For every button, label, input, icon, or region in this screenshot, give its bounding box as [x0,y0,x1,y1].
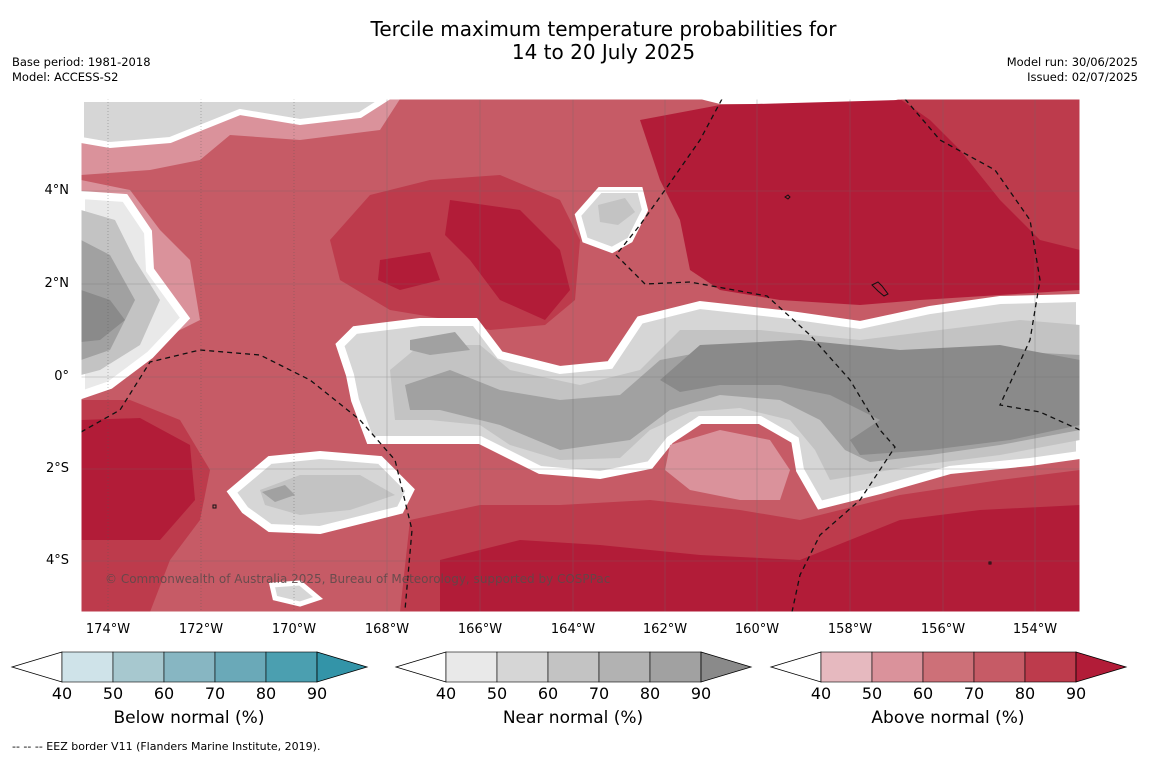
colorbar-segment [445,651,498,683]
colorbar-overflow [700,651,753,683]
lon-label: 158°W [827,622,873,637]
lon-label: 156°W [920,622,966,637]
colorbar-segment [163,651,216,683]
colorbar-tick-label: 50 [486,684,508,703]
colorbar-tick-label: 40 [51,684,73,703]
colorbar-segment [112,651,165,683]
lon-label: 174°W [85,622,131,637]
issued-date: Issued: 02/07/2025 [1027,70,1138,84]
colorbar-segment [61,651,114,683]
colorbar-below-normal [10,651,369,683]
colorbar-segment [265,651,318,683]
meta-left: Base period: 1981-2018 Model: ACCESS-S2 [12,55,151,85]
graticule-solid [81,99,1080,612]
colorbar-segment [871,651,924,683]
lon-label: 160°W [734,622,780,637]
colorbar-segment [922,651,975,683]
colorbar-tick-label: 80 [1014,684,1036,703]
colorbar-tick-label: 80 [255,684,277,703]
lat-label: 2°N [44,276,70,291]
colorbar-near-normal [394,651,753,683]
colorbar-underflow [394,651,447,683]
model-name: Model: ACCESS-S2 [12,70,119,84]
eez-footnote: -- -- -- EEZ border V11 (Flanders Marine… [12,740,321,753]
colorbar-tick-label: 70 [204,684,226,703]
base-period: Base period: 1981-2018 [12,55,151,69]
colorbar-title-near: Near normal (%) [502,708,644,728]
colorbar-above-normal [769,651,1128,683]
lon-label: 168°W [364,622,410,637]
colorbar-underflow [769,651,822,683]
lat-label: 4°N [44,183,70,198]
colorbar-underflow [10,651,63,683]
colorbar-tick-label: 80 [639,684,661,703]
colorbar-segment [496,651,549,683]
colorbar-tick-label: 90 [1065,684,1087,703]
title-line-1: Tercile maximum temperature probabilitie… [370,17,837,41]
colorbar-tick-label: 40 [810,684,832,703]
lon-label: 166°W [457,622,503,637]
colorbar-title-below: Below normal (%) [113,708,265,728]
colorbar-segment [820,651,873,683]
eez-borders [80,98,1081,613]
colorbar-tick-label: 50 [861,684,883,703]
colorbar-tick-label: 70 [963,684,985,703]
colorbar-tick-label: 60 [537,684,559,703]
lon-label: 154°W [1012,622,1058,637]
colorbar-overflow [1075,651,1128,683]
lon-label: 170°W [271,622,317,637]
colorbar-segment [649,651,702,683]
colorbar-tick-label: 60 [153,684,175,703]
colorbar-overflow [316,651,369,683]
colorbar-segment [547,651,600,683]
colorbar-tick-label: 40 [435,684,457,703]
colorbar-tick-label: 90 [690,684,712,703]
meta-right: Model run: 30/06/2025 Issued: 02/07/2025 [1007,55,1138,85]
colorbar-tick-label: 90 [306,684,328,703]
lat-label: 2°S [45,461,69,476]
colorbar-segment [973,651,1026,683]
colorbar-title-above: Above normal (%) [871,708,1025,728]
lon-label: 172°W [178,622,224,637]
colorbar-tick-label: 50 [102,684,124,703]
lat-label: 4°S [45,553,69,568]
map-title: Tercile maximum temperature probabilitie… [0,18,1150,64]
colorbar-segment [598,651,651,683]
plot-frame [80,98,1081,613]
lon-label: 162°W [642,622,688,637]
model-run: Model run: 30/06/2025 [1006,55,1138,69]
colorbar-segment [1024,651,1077,683]
colorbar-tick-label: 60 [912,684,934,703]
islands [212,194,992,565]
colorbar-segment [214,651,267,683]
title-line-2: 14 to 20 July 2025 [511,40,696,64]
copyright-notice: © Commonwealth of Australia 2025, Bureau… [105,572,611,586]
lat-label: 0° [54,369,69,384]
colorbar-tick-label: 70 [588,684,610,703]
map-fill-layer [81,99,1080,612]
lon-label: 164°W [550,622,596,637]
